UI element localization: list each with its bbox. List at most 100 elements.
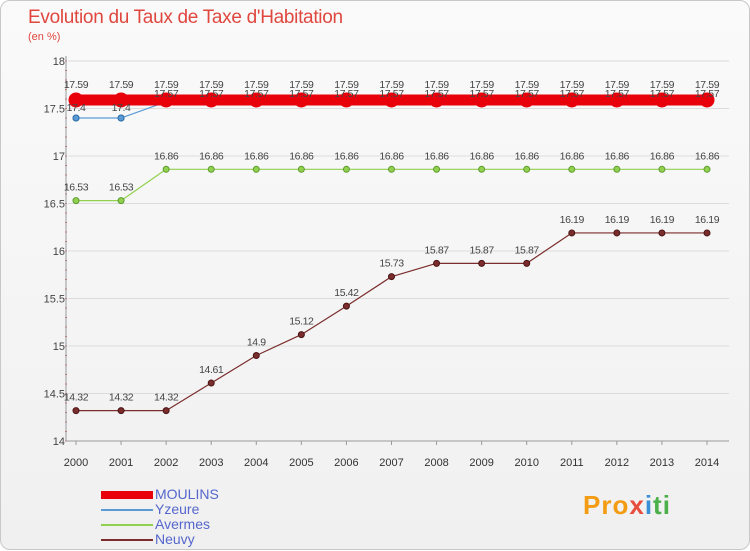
- data-label: 16.86: [650, 150, 675, 162]
- data-label: 15.87: [424, 244, 449, 256]
- data-label: 15.73: [379, 258, 404, 270]
- data-label: 17.4: [67, 102, 86, 114]
- y-tick-label: 16: [53, 246, 65, 258]
- data-label: 16.86: [289, 150, 314, 162]
- data-label: 17.57: [605, 88, 630, 100]
- data-label: 17.59: [470, 79, 495, 91]
- data-label: 15.87: [470, 244, 495, 256]
- data-label: 17.57: [695, 88, 720, 100]
- data-label: 17.57: [154, 88, 179, 100]
- data-label: 14.9: [247, 337, 266, 349]
- data-label: 14.32: [109, 392, 134, 404]
- y-tick-label: 16.5: [44, 199, 65, 211]
- x-tick-label: 2001: [109, 457, 133, 469]
- data-point-marker: [72, 114, 80, 122]
- series-group: [68, 92, 715, 415]
- data-point: [699, 92, 715, 108]
- data-label: 16.86: [560, 150, 585, 162]
- data-point: [72, 197, 80, 205]
- data-point: [568, 165, 576, 173]
- y-tick-label: 14.5: [44, 389, 65, 401]
- data-point: [658, 165, 666, 173]
- data-label: 17.59: [199, 79, 224, 91]
- data-label: 17.57: [289, 88, 314, 100]
- legend-swatch: [101, 491, 153, 499]
- legend-swatch: [101, 524, 153, 526]
- data-point: [158, 92, 174, 108]
- data-point: [113, 92, 129, 108]
- data-label: 17.59: [650, 79, 675, 91]
- data-point: [433, 165, 441, 173]
- data-point: [207, 165, 215, 173]
- data-label: 15.87: [515, 244, 540, 256]
- data-label: 17.57: [244, 88, 269, 100]
- data-label: 16.19: [650, 214, 675, 226]
- x-tick-label: 2002: [154, 457, 178, 469]
- data-label: 17.57: [470, 88, 495, 100]
- data-point: [342, 302, 350, 310]
- data-point: [117, 407, 125, 415]
- x-tick-label: 2000: [64, 457, 88, 469]
- data-label: 16.19: [695, 214, 720, 226]
- data-point: [703, 165, 711, 173]
- data-point: [342, 165, 350, 173]
- data-label: 17.59: [154, 79, 179, 91]
- x-tick-label: 2006: [334, 457, 358, 469]
- x-tick-label: 2010: [514, 457, 538, 469]
- data-label: 17.59: [64, 79, 89, 91]
- data-labels: 17.59 17.59 17.59 17.59 17.59 17.59 17.59 17.59…: [64, 79, 720, 404]
- data-label: 17.57: [515, 88, 540, 100]
- logo-part: ti: [653, 490, 671, 520]
- proxiti-logo: Proxiti: [583, 490, 671, 521]
- legend-label: Avermes: [155, 516, 210, 532]
- chart-unit: (en %): [28, 31, 61, 43]
- data-label: 17.59: [515, 79, 540, 91]
- data-point: [384, 92, 399, 108]
- data-point: [207, 379, 215, 387]
- data-label: 14.61: [199, 364, 224, 376]
- data-label: 16.86: [244, 150, 269, 162]
- data-label: 17.59: [560, 79, 585, 91]
- y-tick-label: 15.5: [44, 294, 65, 306]
- data-label: 15.12: [289, 316, 314, 328]
- series-line: [76, 168, 707, 202]
- data-label: 17.57: [379, 88, 404, 100]
- y-tick-label: 17: [53, 151, 65, 163]
- data-point: [609, 92, 625, 108]
- data-label: 14.32: [64, 392, 89, 404]
- y-tick-label: 14: [53, 436, 65, 448]
- data-label: 16.19: [605, 214, 630, 226]
- data-point: [388, 165, 395, 173]
- data-point: [72, 407, 80, 415]
- data-label: 16.86: [695, 150, 720, 162]
- x-tick-label: 2003: [199, 457, 223, 469]
- x-tick-label: 2012: [605, 457, 629, 469]
- x-tick-label: 2009: [469, 457, 493, 469]
- logo-part: Pro: [583, 490, 630, 520]
- data-label: 16.86: [199, 150, 224, 162]
- data-point: [613, 229, 621, 237]
- chart-title: Evolution du Taux de Taxe d'Habitation: [28, 7, 343, 28]
- legend-label: MOULINS: [155, 486, 219, 502]
- x-tick-label: 2007: [379, 457, 403, 469]
- data-label: 17.57: [650, 88, 675, 100]
- data-label: 16.53: [64, 182, 89, 194]
- data-point: [297, 165, 305, 173]
- data-point: [429, 92, 445, 108]
- data-label: 17.59: [334, 79, 359, 91]
- data-label: 16.53: [109, 182, 134, 194]
- data-label: 17.59: [424, 79, 449, 91]
- data-label: 16.86: [154, 150, 179, 162]
- data-point: [703, 229, 711, 237]
- data-label: 17.59: [289, 79, 314, 91]
- axes: 14 14.5 15 15.5 16 16.5 17 17.5 18 2000 2001 2002 20…: [44, 56, 729, 469]
- data-point: [519, 92, 535, 108]
- data-label: 14.32: [154, 392, 179, 404]
- data-point: [248, 92, 264, 108]
- data-point: [568, 229, 576, 237]
- data-point: [68, 92, 84, 108]
- data-point: [564, 92, 580, 108]
- data-point: [478, 259, 486, 267]
